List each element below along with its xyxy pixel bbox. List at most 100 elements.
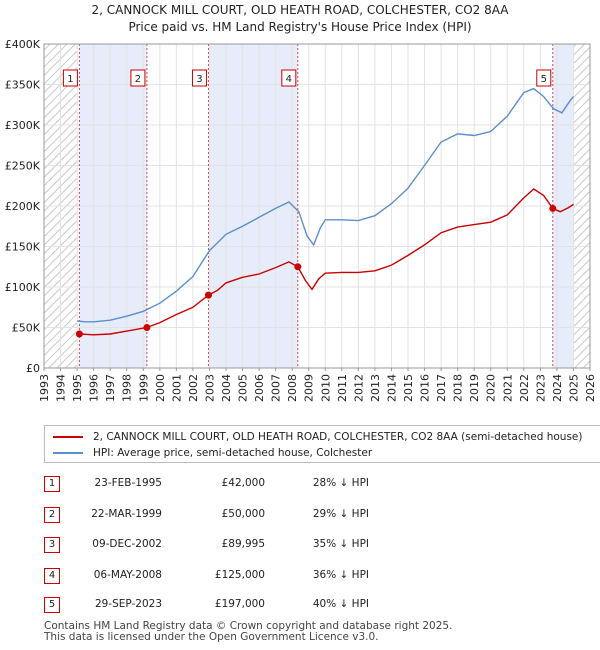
hpi-line xyxy=(77,87,575,323)
x-tick-label: 2011 xyxy=(336,374,349,402)
sale-label: 1 xyxy=(67,74,73,85)
chart-title: 2, CANNOCK MILL COURT, OLD HEATH ROAD, C… xyxy=(0,2,600,36)
y-tick-label: £50K xyxy=(12,322,41,335)
transaction-hpi-diff: 35% ↓ HPI xyxy=(312,538,369,550)
transaction-price: £42,000 xyxy=(221,477,265,489)
transaction-price: £50,000 xyxy=(221,508,265,520)
y-tick-label: £350K xyxy=(5,79,41,92)
transaction-date: 23-FEB-1995 xyxy=(94,477,162,489)
y-tick-label: £200K xyxy=(5,200,41,213)
transaction-hpi-diff: 36% ↓ HPI xyxy=(312,569,369,581)
table-row: 3 09-DEC-2002 £89,995 35% ↓ HPI xyxy=(44,537,464,557)
sale-label: 5 xyxy=(541,74,547,85)
plot-frame xyxy=(43,43,591,369)
x-tick-label: 1998 xyxy=(121,374,134,402)
x-tick-label: 2000 xyxy=(154,374,167,402)
x-tick-label: 2005 xyxy=(237,374,250,402)
legend: 2, CANNOCK MILL COURT, OLD HEATH ROAD, C… xyxy=(44,425,600,463)
footer-line2: This data is licensed under the Open Gov… xyxy=(44,631,379,643)
y-tick-label: £100K xyxy=(5,281,41,294)
x-tick-label: 2016 xyxy=(419,374,432,402)
legend-label-hpi: HPI: Average price, semi-detached house,… xyxy=(93,447,373,459)
property-price-line xyxy=(79,188,574,336)
legend-item-hpi: HPI: Average price, semi-detached house,… xyxy=(53,445,372,461)
sale-label-box xyxy=(130,69,146,87)
table-row: 1 23-FEB-1995 £42,000 28% ↓ HPI xyxy=(44,476,464,496)
transaction-price: £89,995 xyxy=(221,538,265,550)
x-tick-label: 2024 xyxy=(551,374,564,402)
sale-label-box xyxy=(62,69,78,87)
x-tick-label: 2014 xyxy=(385,374,398,402)
transaction-hpi-diff: 28% ↓ HPI xyxy=(312,477,369,489)
transaction-number: 1 xyxy=(44,476,60,492)
x-tick-label: 2017 xyxy=(435,374,448,402)
x-tick-label: 2001 xyxy=(170,374,183,402)
x-tick-label: 2008 xyxy=(286,374,299,402)
x-tick-label: 2021 xyxy=(501,374,514,402)
x-tick-label: 2023 xyxy=(534,374,547,402)
x-tick-label: 2009 xyxy=(303,374,316,402)
legend-label-property: 2, CANNOCK MILL COURT, OLD HEATH ROAD, C… xyxy=(93,431,583,443)
x-tick-label: 2004 xyxy=(220,374,233,402)
transaction-date: 06-MAY-2008 xyxy=(93,569,162,581)
x-tick-label: 2013 xyxy=(369,374,382,402)
transaction-number: 2 xyxy=(44,507,60,523)
sale-point xyxy=(549,204,557,212)
legend-swatch-hpi xyxy=(53,452,83,454)
transaction-date: 09-DEC-2002 xyxy=(92,538,162,550)
x-tick-label: 2018 xyxy=(452,374,465,402)
x-tick-label: 2010 xyxy=(319,374,332,402)
sale-label-box xyxy=(536,69,552,87)
x-tick-label: 1996 xyxy=(88,374,101,402)
chart-title-line1: 2, CANNOCK MILL COURT, OLD HEATH ROAD, C… xyxy=(91,3,509,17)
footer-attribution: Contains HM Land Registry data © Crown c… xyxy=(44,621,452,643)
y-tick-label: £400K xyxy=(5,38,41,51)
legend-swatch-property xyxy=(53,436,83,438)
x-tick-label: 2019 xyxy=(468,374,481,402)
sale-point xyxy=(294,263,302,271)
sale-point xyxy=(143,324,151,331)
x-tick-label: 2020 xyxy=(485,374,498,402)
x-tick-label: 2003 xyxy=(203,374,216,402)
chart-plot: 1 2 3 4 5 £0 £50K £100K £150K £200K £250K £300K £35… xyxy=(5,38,597,402)
sale-label-box xyxy=(191,69,207,87)
transaction-date: 22-MAR-1999 xyxy=(91,508,162,520)
x-tick-label: 2022 xyxy=(518,374,531,402)
x-tick-label: 1995 xyxy=(71,374,84,402)
sale-label-box xyxy=(281,69,297,87)
y-tick-label: £0 xyxy=(26,362,40,375)
y-tick-label: £150K xyxy=(5,241,41,254)
transaction-number: 5 xyxy=(44,597,60,613)
x-tick-label: 1997 xyxy=(104,374,117,402)
sale-label: 4 xyxy=(286,74,292,85)
transaction-number: 4 xyxy=(44,568,60,584)
transaction-price: £125,000 xyxy=(214,569,265,581)
sale-label: 2 xyxy=(135,74,141,85)
x-tick-label: 2007 xyxy=(270,374,283,402)
x-tick-label: 2006 xyxy=(253,374,266,402)
x-tick-label: 2025 xyxy=(567,374,580,402)
transaction-hpi-diff: 40% ↓ HPI xyxy=(312,598,369,610)
table-row: 2 22-MAR-1999 £50,000 29% ↓ HPI xyxy=(44,507,464,527)
sale-label: 3 xyxy=(196,74,202,85)
transaction-number: 3 xyxy=(44,537,60,553)
x-tick-label: 1999 xyxy=(137,374,150,402)
x-tick-label: 1994 xyxy=(55,374,68,402)
x-tick-label: 1993 xyxy=(38,374,51,402)
transaction-hpi-diff: 29% ↓ HPI xyxy=(312,508,369,520)
x-tick-label: 2002 xyxy=(187,374,200,402)
table-row: 4 06-MAY-2008 £125,000 36% ↓ HPI xyxy=(44,568,464,588)
y-tick-label: £250K xyxy=(5,160,41,173)
x-tick-label: 2026 xyxy=(584,374,597,402)
transaction-date: 29-SEP-2023 xyxy=(94,598,162,610)
chart-title-line2: Price paid vs. HM Land Registry's House … xyxy=(128,20,472,34)
x-tick-label: 2012 xyxy=(352,374,365,402)
transaction-price: £197,000 xyxy=(214,598,265,610)
x-tick-label: 2015 xyxy=(402,374,415,402)
sale-point xyxy=(75,330,83,338)
legend-item-property: 2, CANNOCK MILL COURT, OLD HEATH ROAD, C… xyxy=(53,429,582,445)
sale-point xyxy=(204,291,212,299)
footer-line1: Contains HM Land Registry data © Crown c… xyxy=(44,620,453,632)
y-tick-label: £300K xyxy=(5,119,41,132)
table-row: 5 29-SEP-2023 £197,000 40% ↓ HPI xyxy=(44,597,464,617)
